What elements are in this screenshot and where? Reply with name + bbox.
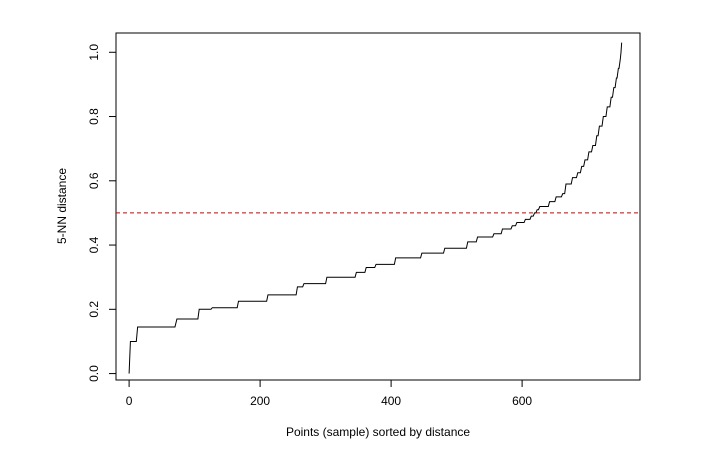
x-tick-label: 400 <box>381 394 401 408</box>
y-tick-label: 0.2 <box>87 301 101 318</box>
y-tick-label: 0.4 <box>87 236 101 253</box>
x-axis-label: Points (sample) sorted by distance <box>286 425 470 439</box>
plot-frame <box>115 32 641 381</box>
y-tick-label: 0.8 <box>87 108 101 125</box>
x-tick-label: 200 <box>250 394 270 408</box>
x-tick-label: 600 <box>512 394 532 408</box>
y-tick-label: 1.0 <box>87 44 101 61</box>
x-axis: 0 200 400 600 <box>126 379 532 408</box>
y-axis-label: 5-NN distance <box>55 168 69 244</box>
y-tick-label: 0.0 <box>87 365 101 382</box>
x-tick-label: 0 <box>126 394 133 408</box>
y-tick-label: 0.6 <box>87 172 101 189</box>
series-line <box>128 42 623 374</box>
y-axis: 0.0 0.2 0.4 0.6 0.8 1.0 <box>87 44 117 382</box>
